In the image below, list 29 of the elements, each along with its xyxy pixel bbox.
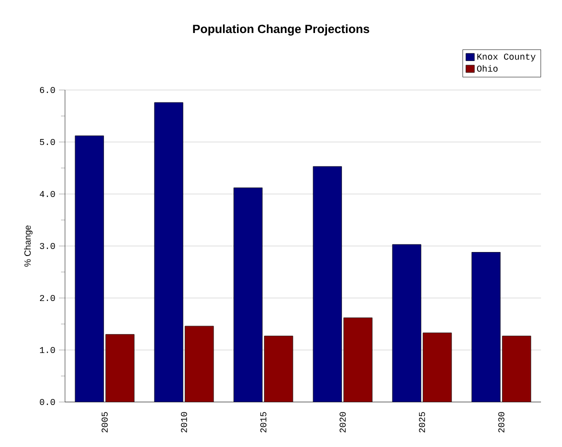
y-tick-label: 3.0 xyxy=(40,242,55,250)
x-tick-label: 2010 xyxy=(180,412,188,432)
bar xyxy=(234,188,262,402)
y-tick-label: 2.0 xyxy=(40,294,55,302)
bar xyxy=(313,166,342,402)
x-tick-label: 2030 xyxy=(498,412,504,432)
legend-label: Ohio xyxy=(477,65,498,72)
bar xyxy=(154,102,184,402)
x-tick-label: 2025 xyxy=(418,412,426,432)
bar xyxy=(502,336,532,402)
y-tick-label: 5.0 xyxy=(40,138,55,146)
bar xyxy=(264,336,293,402)
bar xyxy=(392,244,422,402)
y-tick-label: 4.0 xyxy=(40,190,55,198)
y-tick-label: 0.0 xyxy=(40,398,55,406)
bar xyxy=(344,318,372,402)
y-axis-title: % Change xyxy=(24,225,32,267)
bar xyxy=(472,252,501,402)
x-tick-label: 2020 xyxy=(340,412,346,432)
bar xyxy=(422,332,452,402)
y-tick-label: 6.0 xyxy=(40,86,55,94)
bar xyxy=(184,326,214,402)
chart-title: Population Change Projections xyxy=(193,24,370,36)
x-tick-label: 2015 xyxy=(260,412,266,432)
x-tick-label: 2005 xyxy=(102,412,108,432)
legend-label: Knox County xyxy=(477,54,536,62)
bar xyxy=(75,136,104,402)
bar xyxy=(106,334,134,402)
y-tick-label: 1.0 xyxy=(40,346,55,354)
